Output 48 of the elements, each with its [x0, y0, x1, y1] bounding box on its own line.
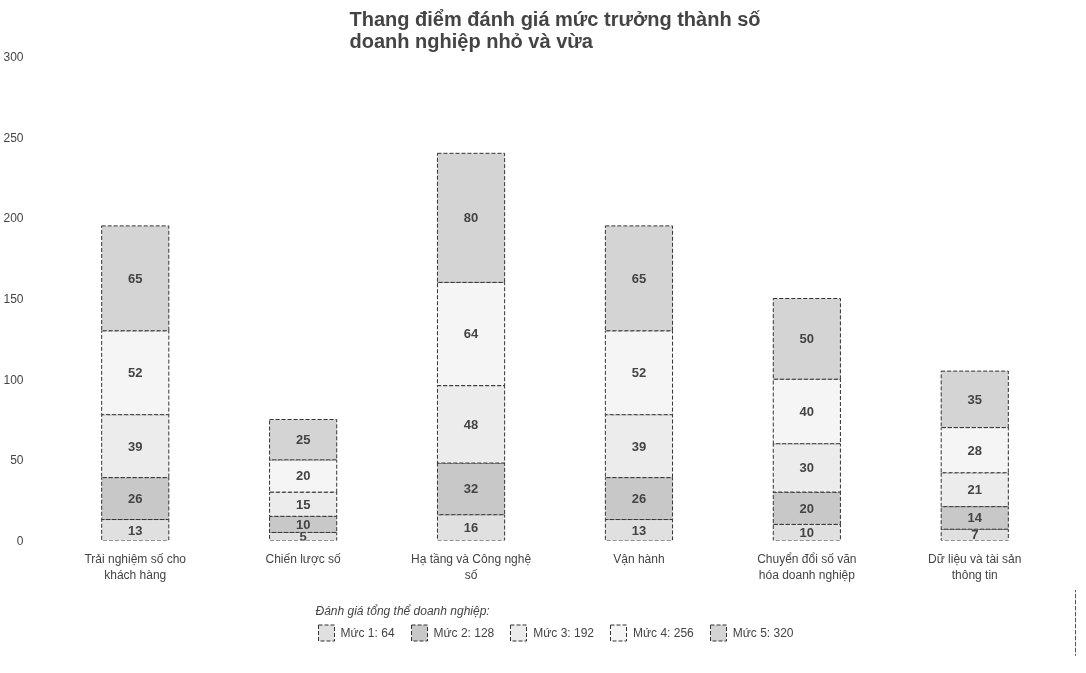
y-tick-label: 300: [3, 50, 24, 64]
data-label: 48: [463, 416, 479, 432]
data-label: 13: [631, 522, 647, 538]
y-tick-label: 150: [3, 292, 24, 306]
x-tick-label: Hạ tầng và Công nghệ số: [411, 551, 532, 583]
data-label: 7: [971, 527, 979, 543]
legend-label: Mức 4: 256: [633, 625, 694, 639]
data-label: 16: [463, 520, 479, 536]
data-label: 40: [799, 403, 815, 419]
data-label: 39: [631, 438, 647, 454]
legend-label: Mức 5: 320: [732, 625, 794, 639]
data-label: 80: [463, 210, 479, 226]
y-tick-label: 0: [16, 534, 24, 548]
y-tick-label: 100: [3, 372, 24, 387]
x-tick-label: Chiến lược số: [265, 551, 342, 566]
x-tick-label: Dữ liệu và tài sản thông tin: [928, 551, 1022, 583]
x-tick-label: Trải nghiệm số cho khách hàng: [84, 551, 187, 583]
data-label: 32: [463, 481, 479, 497]
y-tick-label: 200: [3, 211, 24, 226]
data-label: 10: [799, 524, 815, 540]
data-label: 65: [128, 270, 143, 286]
data-label: 28: [967, 442, 982, 458]
data-label: 52: [128, 365, 143, 381]
legend-title: Đánh giá tổng thể doanh nghiệp:: [315, 603, 491, 617]
data-label: 35: [967, 391, 982, 407]
data-label: 30: [799, 460, 815, 476]
data-label: 15: [295, 496, 311, 512]
x-tick-label: Chuyển đổi số văn hóa doanh nghiệp: [757, 551, 857, 583]
data-label: 25: [295, 432, 311, 448]
data-label: 20: [799, 500, 815, 516]
chart-title: Thang điểm đánh giá mức trưởng thành số doanh nghiệp nhỏ và vừa: [349, 7, 761, 52]
data-label: 26: [631, 491, 647, 507]
data-label: 13: [128, 522, 143, 538]
data-label: 65: [631, 270, 647, 286]
data-label: 14: [967, 510, 983, 526]
data-label: 26: [128, 491, 143, 507]
legend-label: Mức 2: 128: [433, 625, 495, 639]
data-label: 52: [631, 365, 647, 381]
y-tick-label: 50: [10, 453, 24, 468]
data-label: 64: [463, 326, 480, 342]
legend-label: Mức 3: 192: [533, 625, 595, 639]
data-label: 21: [967, 482, 982, 498]
data-label: 20: [295, 468, 311, 484]
data-label: 50: [799, 331, 815, 347]
y-tick-label: 250: [3, 130, 24, 145]
legend-label: Mức 1: 64: [340, 625, 395, 639]
x-tick-label: Vận hành: [613, 551, 665, 566]
data-label: 39: [128, 438, 143, 454]
